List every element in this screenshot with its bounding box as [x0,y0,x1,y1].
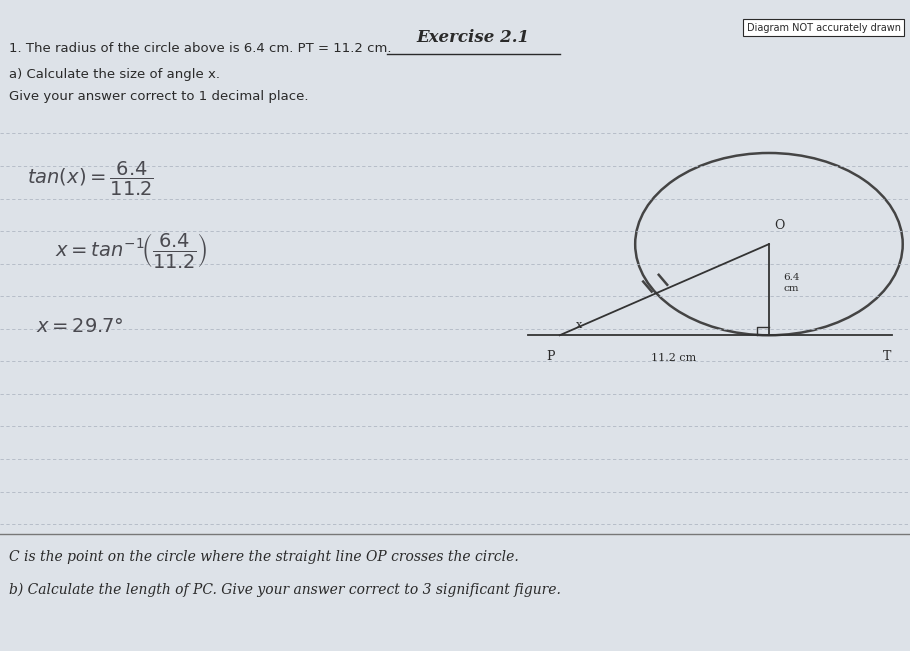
Text: $x = tan^{-1}\!\left(\dfrac{6.4}{11.2}\right)$: $x = tan^{-1}\!\left(\dfrac{6.4}{11.2}\r… [55,231,207,270]
Text: O: O [774,219,784,232]
Text: Give your answer correct to 1 decimal place.: Give your answer correct to 1 decimal pl… [9,90,308,103]
Text: Exercise 2.1: Exercise 2.1 [417,29,530,46]
Text: 1. The radius of the circle above is 6.4 cm. PT = 11.2 cm.: 1. The radius of the circle above is 6.4… [9,42,391,55]
Text: $x = 29.7°$: $x = 29.7°$ [36,318,124,337]
Text: b) Calculate the length of PC. Give your answer correct to 3 significant figure.: b) Calculate the length of PC. Give your… [9,583,561,597]
Text: $tan(x) = \dfrac{6.4}{11.2}$: $tan(x) = \dfrac{6.4}{11.2}$ [27,160,154,198]
Text: 11.2 cm: 11.2 cm [651,353,696,363]
Text: T: T [883,350,892,363]
Text: a) Calculate the size of angle x.: a) Calculate the size of angle x. [9,68,220,81]
Text: Diagram NOT accurately drawn: Diagram NOT accurately drawn [747,23,901,33]
Text: x: x [576,320,582,330]
Text: 6.4
cm: 6.4 cm [784,273,800,293]
Text: P: P [546,350,555,363]
Text: C is the point on the circle where the straight line OP crosses the circle.: C is the point on the circle where the s… [9,550,519,564]
